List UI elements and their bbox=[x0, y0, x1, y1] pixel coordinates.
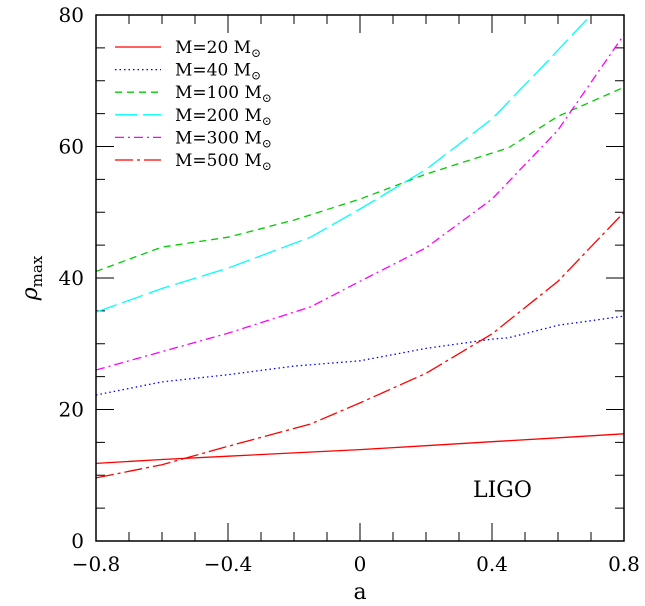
y-tick-label: 60 bbox=[59, 135, 84, 159]
axis-ticks bbox=[95, 14, 625, 542]
x-tick-label: 0.8 bbox=[608, 552, 640, 576]
legend-label-m500: M=500 M⊙ bbox=[175, 151, 272, 173]
y-tick-label: 80 bbox=[59, 3, 84, 27]
legend-label-m20: M=20 M⊙ bbox=[175, 38, 261, 60]
x-tick-label: −0.8 bbox=[72, 552, 121, 576]
series-line-m100 bbox=[96, 86, 624, 273]
y-axis-title: ρmax bbox=[18, 255, 46, 301]
legend-label-m200: M=200 M⊙ bbox=[175, 106, 272, 128]
x-tick-label: 0.4 bbox=[476, 552, 508, 576]
legend-label-m100: M=100 M⊙ bbox=[175, 83, 272, 105]
legend-label-m300: M=300 M⊙ bbox=[175, 128, 272, 150]
series-line-m40 bbox=[96, 315, 624, 396]
x-tick-label: 0 bbox=[354, 552, 367, 576]
x-tick-label: −0.4 bbox=[204, 552, 253, 576]
tick-labels: −0.8 −0.4 0 0.4 0.8 0 20 40 60 80 bbox=[59, 3, 640, 576]
legend: M=20 M⊙M=40 M⊙M=100 M⊙M=200 M⊙M=300 M⊙M=… bbox=[115, 38, 272, 173]
y-tick-label: 0 bbox=[71, 529, 84, 553]
plot-frame bbox=[95, 14, 625, 542]
series-line-m500 bbox=[96, 211, 624, 479]
x-axis-title: a bbox=[353, 580, 366, 605]
series-line-m20 bbox=[96, 433, 624, 465]
ligo-annotation: LIGO bbox=[473, 478, 532, 503]
legend-label-m40: M=40 M⊙ bbox=[175, 61, 261, 83]
series-line-m200 bbox=[96, 15, 592, 313]
y-axis-symbol: ρ bbox=[18, 287, 43, 301]
y-tick-label: 40 bbox=[59, 266, 84, 290]
series-line-m300 bbox=[96, 34, 624, 371]
y-axis-subscript: max bbox=[28, 255, 46, 287]
y-tick-label: 20 bbox=[59, 398, 84, 422]
series-layer bbox=[96, 15, 624, 479]
